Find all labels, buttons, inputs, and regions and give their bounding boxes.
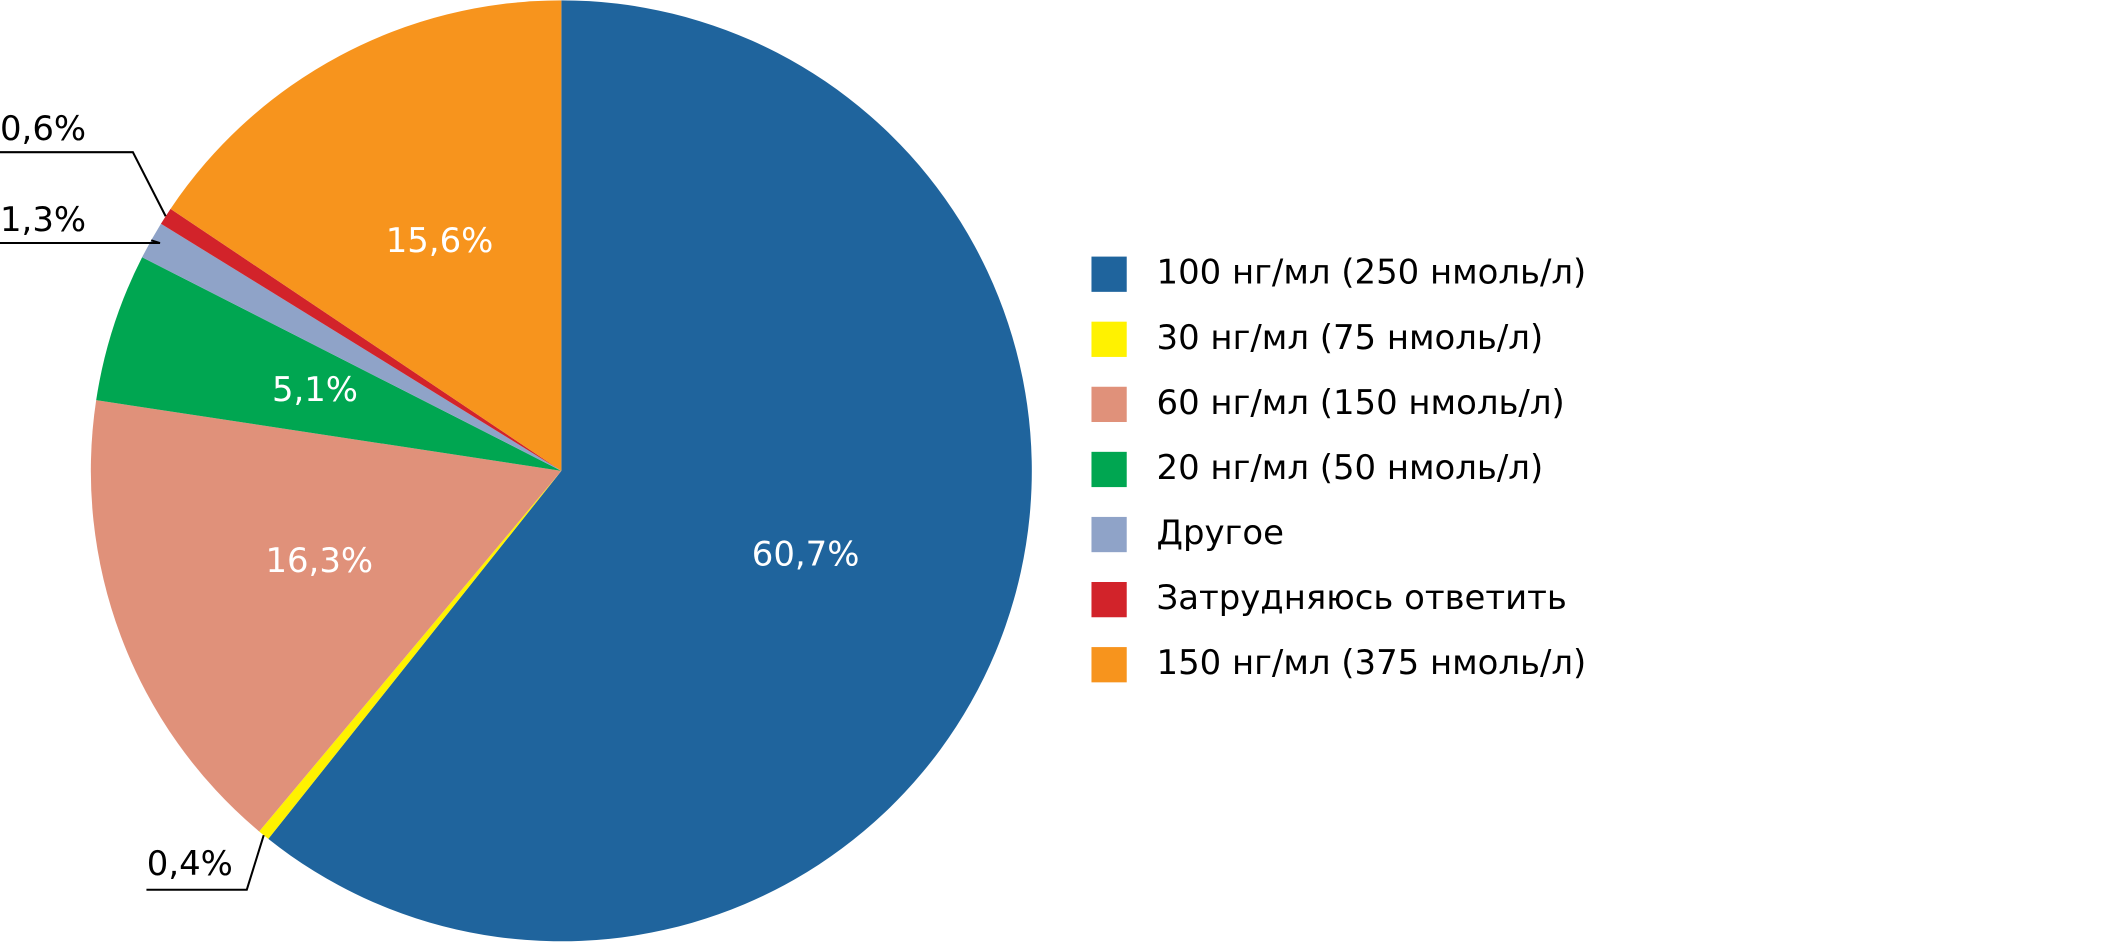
legend-swatch (1091, 321, 1127, 357)
legend-label: 30 нг/мл (75 нмоль/л) (1157, 318, 1544, 357)
data-label: 5,1% (272, 370, 358, 409)
legend-swatch (1091, 516, 1127, 553)
data-label: 16,3% (265, 541, 373, 580)
legend-swatch (1091, 582, 1127, 618)
legend-label: 100 нг/мл (250 нмоль/л) (1157, 253, 1587, 292)
legend-label: 20 нг/мл (50 нмоль/л) (1157, 448, 1544, 487)
data-label: 60,7% (752, 535, 860, 574)
legend-swatch (1091, 451, 1127, 488)
pie-slice (96, 257, 562, 471)
legend-label: Затрудняюсь ответить (1157, 578, 1567, 617)
leader-line (146, 834, 265, 891)
data-label: 0,4% (147, 844, 233, 883)
legend-swatch (1091, 647, 1127, 683)
pie-slice (90, 400, 562, 832)
pie-slice (268, 0, 1032, 942)
legend-swatch (1091, 256, 1127, 292)
legend-label: 150 нг/мл (375 нмоль/л) (1157, 643, 1587, 682)
data-label: 0,6% (0, 109, 86, 148)
leader-line (0, 239, 161, 245)
legend-label: 60 нг/мл (150 нмоль/л) (1157, 383, 1565, 422)
data-label: 1,3% (0, 200, 86, 239)
legend-label: Другое (1157, 513, 1284, 552)
pie-slice (170, 0, 562, 471)
legend-swatch (1091, 386, 1127, 423)
data-label: 15,6% (386, 221, 494, 260)
leader-line (0, 151, 167, 217)
pie-slice (259, 470, 562, 839)
pie-slice (142, 223, 562, 471)
pie-slice (160, 208, 562, 471)
